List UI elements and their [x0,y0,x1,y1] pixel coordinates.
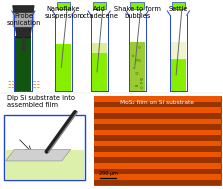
Text: Probe
sonication: Probe sonication [6,13,41,26]
Bar [94,130,221,135]
Text: 200 μm: 200 μm [99,171,118,176]
Bar [130,42,145,91]
Bar [94,113,221,119]
Bar [93,2,106,9]
Ellipse shape [135,85,137,87]
Bar [6,150,84,179]
Bar [92,43,107,53]
Bar [94,157,221,163]
Ellipse shape [140,82,142,84]
Bar [172,2,185,9]
Polygon shape [13,6,34,38]
Bar [94,174,221,180]
Text: Dip Si substrate into
assembled film: Dip Si substrate into assembled film [7,95,75,108]
Bar [94,141,221,146]
Bar [94,146,221,152]
Ellipse shape [136,85,138,87]
Bar [94,135,221,141]
Bar [13,13,34,27]
Bar [94,96,221,185]
Ellipse shape [140,79,142,81]
Bar [94,124,221,130]
Bar [130,2,144,9]
Bar [94,102,221,108]
Ellipse shape [136,72,138,74]
Bar [57,2,70,9]
Bar [94,119,221,124]
Text: Settle: Settle [169,6,188,12]
Bar [94,163,221,169]
Ellipse shape [138,46,140,48]
Ellipse shape [139,60,140,61]
Ellipse shape [141,78,143,80]
Bar [94,169,221,174]
Text: MoS₂ film on Si substrate: MoS₂ film on Si substrate [120,100,194,105]
Bar [92,53,107,91]
Bar [56,44,71,91]
Ellipse shape [136,59,138,61]
Bar [21,46,26,51]
Bar [171,42,186,59]
Bar [94,108,221,113]
Bar [94,96,221,102]
Bar [94,152,221,157]
Bar [94,180,221,185]
Ellipse shape [133,67,135,69]
Bar [171,59,186,91]
Text: Add
octadecene: Add octadecene [80,6,119,19]
Ellipse shape [132,55,134,57]
Text: Shake to form
bubbles: Shake to form bubbles [114,6,161,19]
Text: Nanoflake
suspension: Nanoflake suspension [45,6,82,19]
Polygon shape [6,149,71,161]
Bar [4,115,85,180]
Ellipse shape [140,87,142,89]
Bar [15,36,31,91]
